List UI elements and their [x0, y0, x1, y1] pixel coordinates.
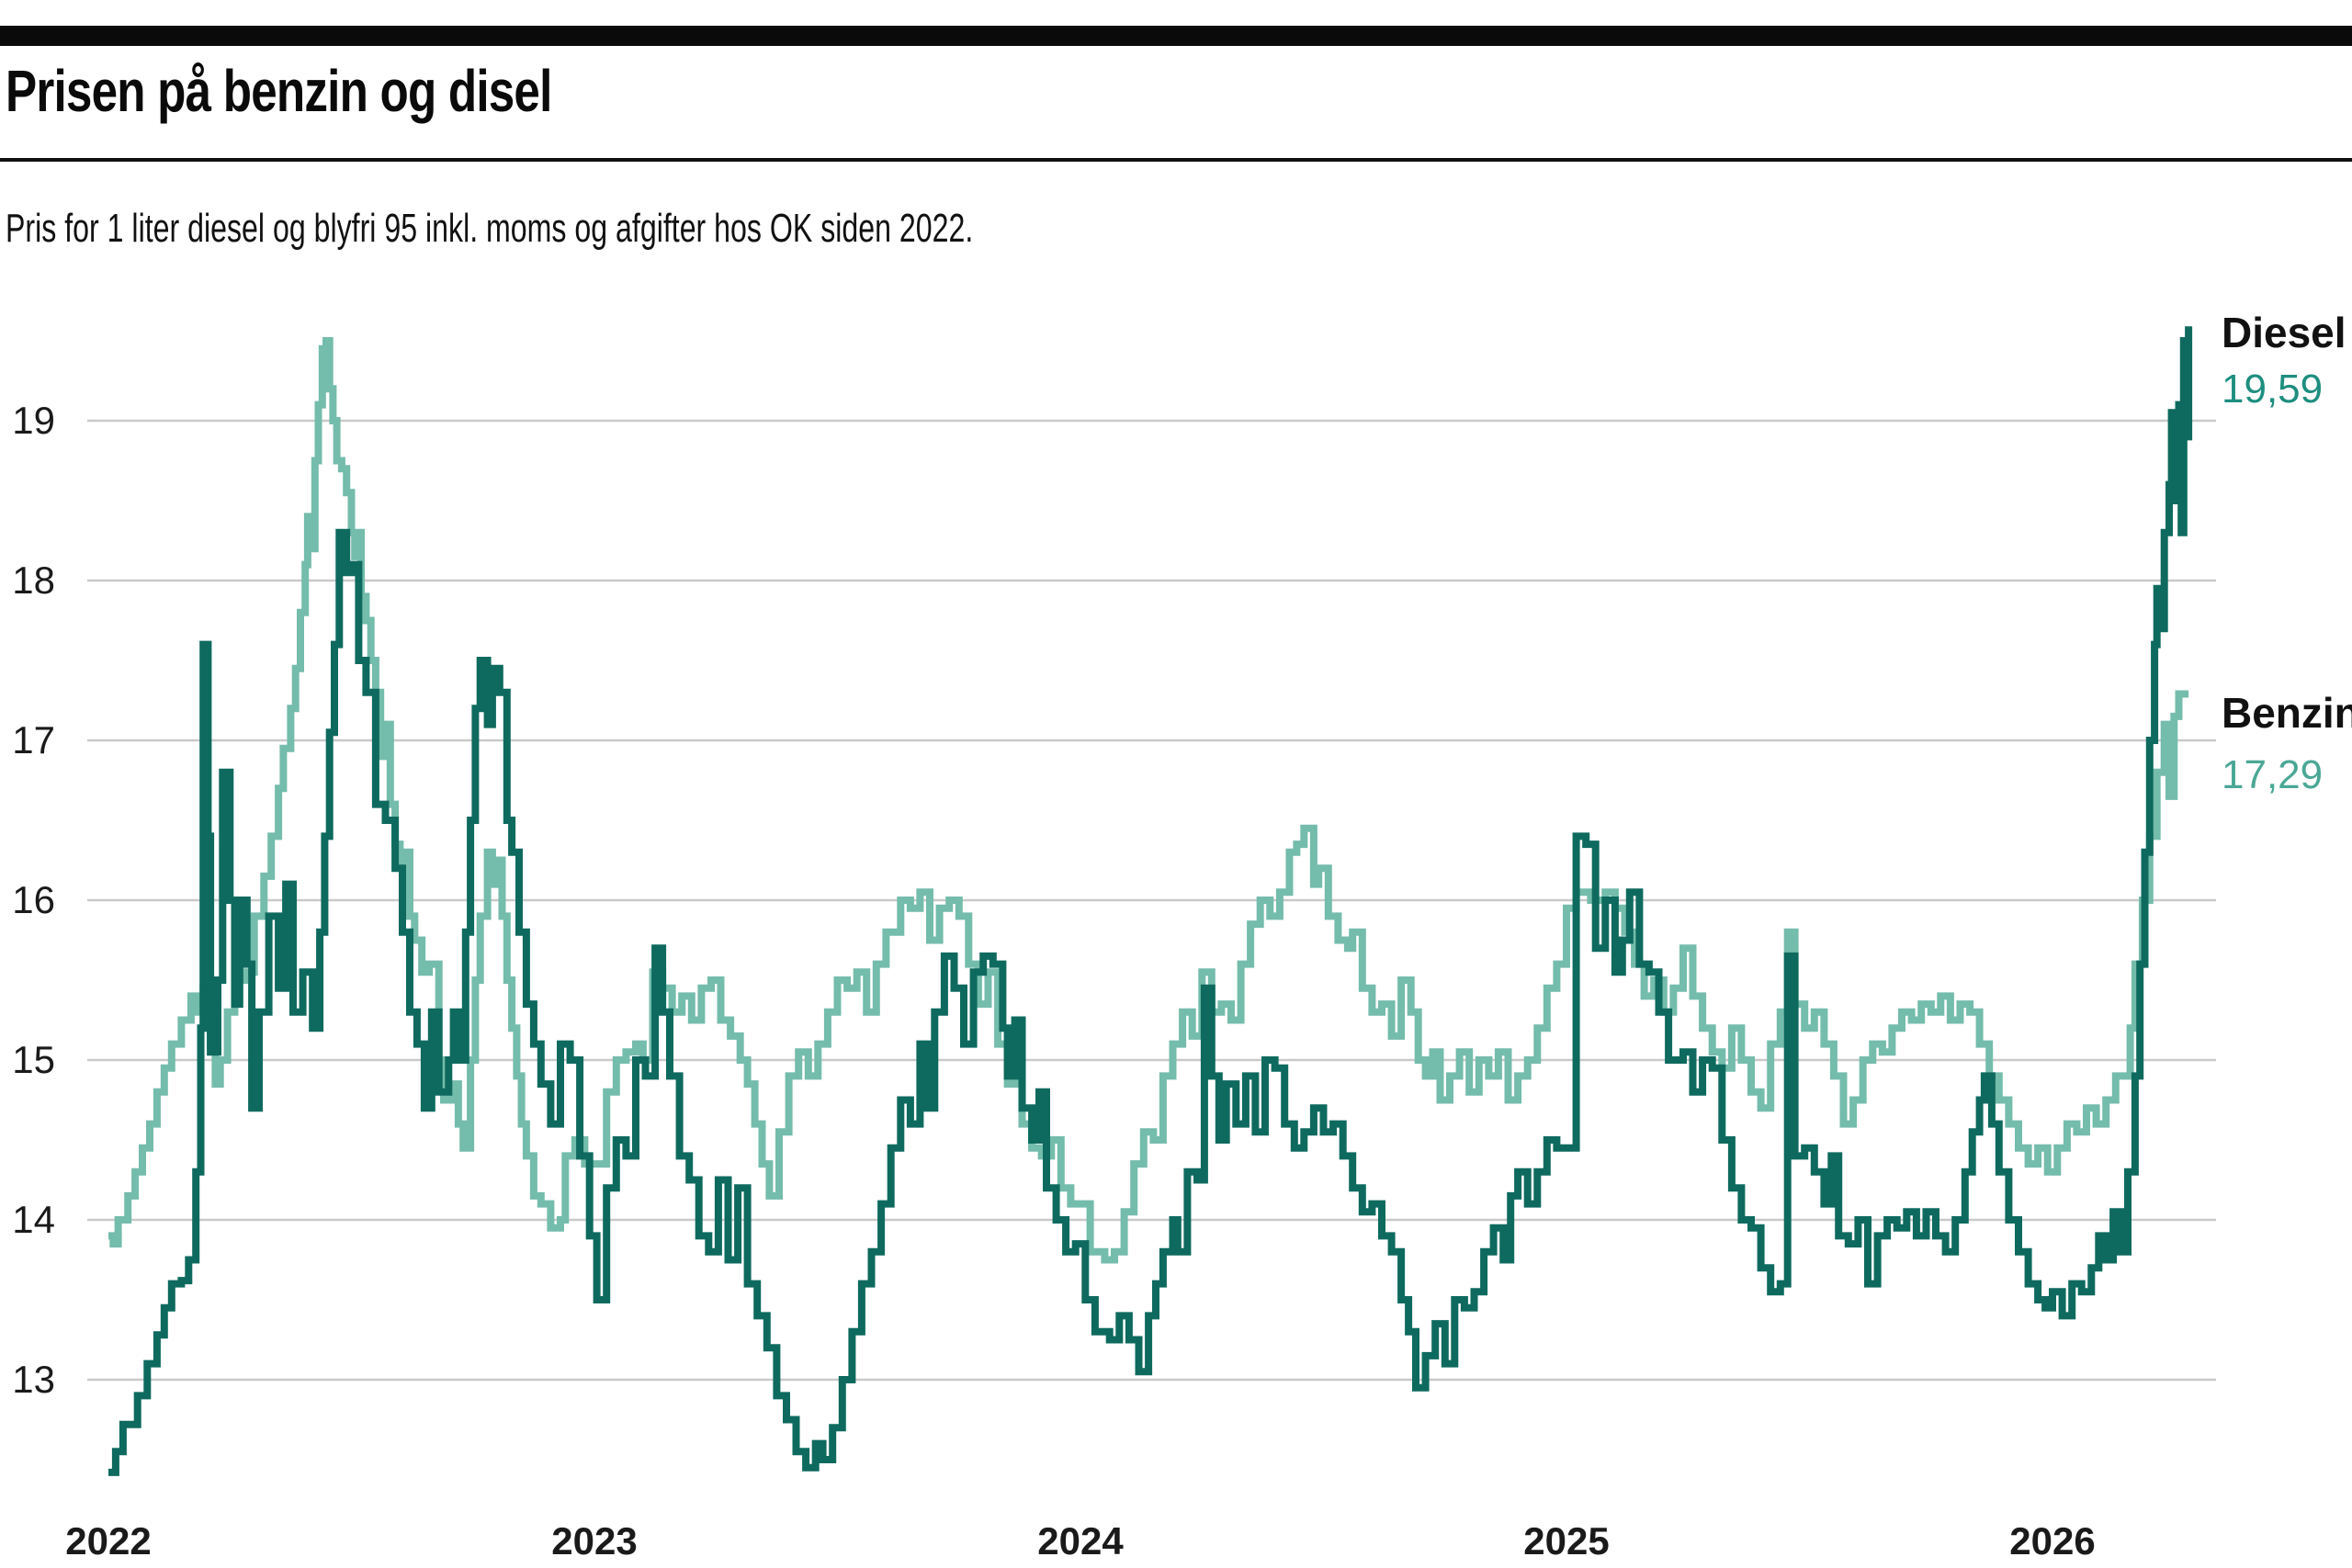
- x-tick-label-2026: 2026: [2009, 1519, 2095, 1562]
- page-title: Prisen på benzin og disel: [6, 58, 552, 124]
- x-tick-label-2023: 2023: [551, 1519, 637, 1562]
- diesel-line: [108, 326, 2193, 1476]
- y-tick-label-19: 19: [12, 399, 55, 442]
- x-tick-label-2022: 2022: [65, 1519, 151, 1562]
- series-end-label-diesel: Diesel: [2222, 309, 2346, 356]
- page-subtitle: Pris for 1 liter diesel og blyfri 95 ink…: [6, 206, 974, 251]
- y-tick-label-17: 17: [12, 718, 55, 761]
- y-tick-label-18: 18: [12, 558, 55, 602]
- top-accent-bar: [0, 26, 2352, 46]
- y-tick-label-13: 13: [12, 1358, 55, 1401]
- x-tick-label-2024: 2024: [1037, 1519, 1124, 1562]
- series-end-label-benzin: Benzin: [2222, 689, 2352, 737]
- benzin-line: [108, 337, 2189, 1264]
- y-tick-label-16: 16: [12, 878, 55, 921]
- y-tick-label-14: 14: [12, 1198, 55, 1241]
- x-tick-label-2025: 2025: [1523, 1519, 1609, 1562]
- series-end-value-diesel: 19,59: [2222, 367, 2323, 412]
- y-tick-label-15: 15: [12, 1038, 55, 1081]
- series-end-value-benzin: 17,29: [2222, 752, 2323, 797]
- title-divider: [0, 158, 2352, 162]
